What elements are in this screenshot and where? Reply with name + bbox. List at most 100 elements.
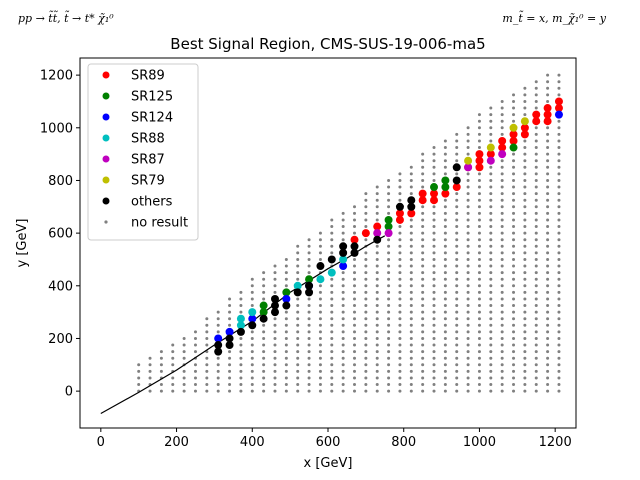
no-result-point — [534, 172, 538, 176]
point-others — [270, 294, 279, 303]
no-result-point — [182, 343, 186, 347]
no-result-point — [500, 231, 504, 235]
no-result-point — [262, 297, 266, 301]
no-result-point — [421, 211, 425, 215]
no-result-point — [557, 257, 561, 261]
no-result-point — [534, 383, 538, 387]
no-result-point — [477, 297, 481, 301]
no-result-point — [557, 146, 561, 150]
no-result-point — [341, 369, 345, 373]
no-result-point — [455, 159, 459, 163]
no-result-point — [307, 350, 311, 354]
no-result-point — [432, 218, 436, 222]
no-result-point — [330, 244, 334, 248]
no-result-point — [466, 251, 470, 255]
no-result-point — [500, 323, 504, 327]
no-result-point — [273, 330, 277, 334]
no-result-point — [375, 336, 379, 340]
no-result-point — [171, 363, 175, 367]
no-result-point — [500, 284, 504, 288]
no-result-point — [341, 350, 345, 354]
no-result-point — [364, 271, 368, 275]
no-result-point — [239, 363, 243, 367]
no-result-point — [557, 231, 561, 235]
point-sr89 — [373, 222, 382, 231]
no-result-point — [432, 205, 436, 209]
no-result-point — [523, 356, 527, 360]
no-result-point — [557, 271, 561, 275]
no-result-point — [523, 225, 527, 229]
no-result-point — [512, 271, 516, 275]
no-result-point — [523, 152, 527, 156]
no-result-point — [330, 336, 334, 340]
no-result-point — [318, 323, 322, 327]
no-result-point — [341, 383, 345, 387]
no-result-point — [341, 238, 345, 242]
no-result-point — [489, 172, 493, 176]
no-result-point — [534, 159, 538, 163]
no-result-point — [353, 356, 357, 360]
point-sr125 — [259, 301, 268, 310]
no-result-point — [375, 284, 379, 288]
point-sr89 — [509, 136, 518, 145]
no-result-point — [523, 290, 527, 294]
no-result-point — [284, 369, 288, 373]
no-result-point — [296, 304, 300, 308]
no-result-point — [284, 264, 288, 268]
no-result-point — [398, 172, 402, 176]
no-result-point — [477, 113, 481, 117]
no-result-point — [193, 389, 197, 393]
no-result-point — [250, 336, 254, 340]
no-result-point — [500, 389, 504, 393]
no-result-point — [387, 323, 391, 327]
no-result-point — [330, 356, 334, 360]
no-result-point — [330, 330, 334, 334]
no-result-point — [500, 198, 504, 202]
no-result-point — [353, 310, 357, 314]
no-result-point — [443, 205, 447, 209]
no-result-point — [296, 343, 300, 347]
no-result-point — [489, 343, 493, 347]
no-result-point — [330, 363, 334, 367]
point-others — [373, 235, 382, 244]
no-result-point — [489, 192, 493, 196]
x-tick-label: 1200 — [539, 435, 572, 450]
no-result-point — [387, 185, 391, 189]
no-result-point — [284, 277, 288, 281]
no-result-point — [443, 146, 447, 150]
no-result-point — [159, 389, 163, 393]
no-result-point — [193, 376, 197, 380]
no-result-point — [364, 238, 368, 242]
no-result-point — [398, 363, 402, 367]
legend-box — [87, 63, 199, 241]
point-others — [407, 196, 416, 205]
no-result-point — [432, 211, 436, 215]
no-result-point — [443, 172, 447, 176]
no-result-point — [489, 264, 493, 268]
no-result-point — [523, 146, 527, 150]
point-sr88 — [327, 268, 336, 277]
no-result-point — [523, 343, 527, 347]
no-result-point — [409, 185, 413, 189]
point-sr89 — [430, 189, 439, 198]
no-result-point — [534, 86, 538, 90]
no-result-point — [409, 297, 413, 301]
no-result-point — [273, 317, 277, 321]
no-result-point — [409, 376, 413, 380]
no-result-point — [500, 205, 504, 209]
no-result-point — [364, 317, 368, 321]
point-others — [305, 288, 314, 297]
no-result-point — [375, 304, 379, 308]
no-result-point — [284, 257, 288, 261]
no-result-point — [421, 310, 425, 314]
no-result-point — [398, 336, 402, 340]
no-result-point — [375, 350, 379, 354]
no-result-point — [477, 211, 481, 215]
no-result-point — [375, 330, 379, 334]
no-result-point — [500, 330, 504, 334]
no-result-point — [387, 310, 391, 314]
no-result-point — [455, 192, 459, 196]
no-result-point — [489, 363, 493, 367]
no-result-point — [512, 284, 516, 288]
no-result-point — [477, 271, 481, 275]
